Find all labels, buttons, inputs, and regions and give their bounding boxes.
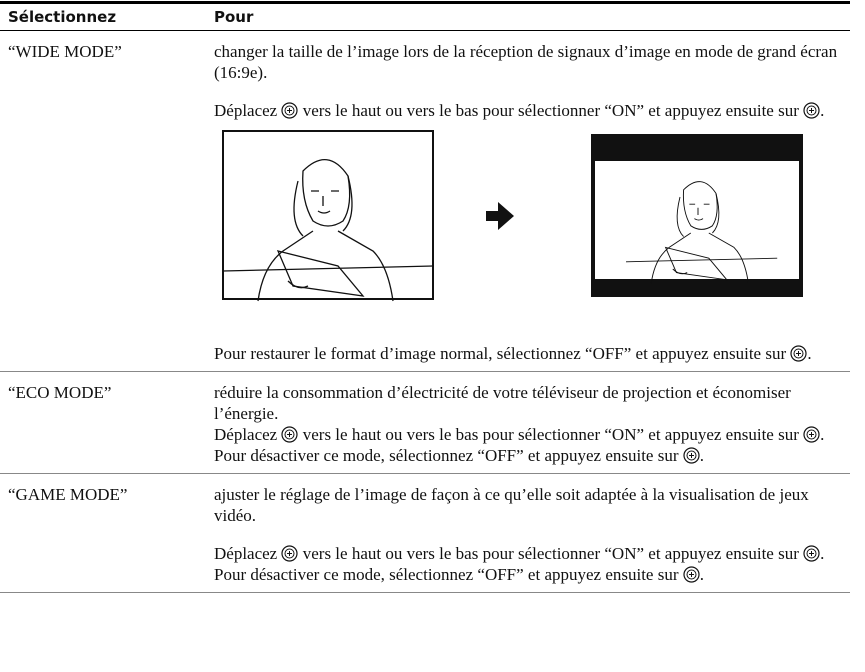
joystick-icon [281, 426, 299, 443]
table-row: “ECO MODE” réduire la consommation d’élec… [0, 372, 850, 474]
description-cell: ajuster le réglage de l’image de façon à… [214, 484, 850, 585]
text: Pour restaurer le format d’image normal,… [214, 344, 791, 363]
text: Déplacez [214, 101, 282, 120]
select-cell: “WIDE MODE” [8, 42, 122, 61]
text: vers le haut ou vers le bas pour sélecti… [298, 425, 804, 444]
paragraph: Déplacez vers le haut ou vers le bas pou… [214, 424, 846, 445]
joystick-icon [281, 102, 299, 119]
paragraph-group: réduire la consommation d’électricité de… [214, 382, 846, 466]
paragraph: réduire la consommation d’électricité de… [214, 382, 846, 424]
joystick-icon [683, 447, 700, 464]
table-row: “GAME MODE” ajuster le réglage de l’image… [0, 474, 850, 593]
text: vers le haut ou vers le bas pour sélecti… [298, 101, 804, 120]
paragraph-group: changer la taille de l’image lors de la … [214, 41, 846, 83]
paragraph: changer la taille de l’image lors de la … [214, 41, 846, 83]
paragraph: Pour désactiver ce mode, sélectionnez “O… [214, 564, 846, 585]
text: . [699, 446, 705, 465]
text: vers le haut ou vers le bas pour sélecti… [298, 544, 804, 563]
joystick-icon [803, 426, 820, 443]
header-cell: Sélectionnez [8, 7, 117, 26]
joystick-icon [803, 102, 820, 119]
text: Déplacez [214, 425, 282, 444]
paragraph: Pour désactiver ce mode, sélectionnez “O… [214, 445, 846, 466]
text: . [820, 101, 825, 120]
paragraph: Pour restaurer le format d’image normal,… [214, 343, 846, 364]
joystick-icon [803, 545, 820, 562]
text: . [699, 565, 705, 584]
description-cell: réduire la consommation d’électricité de… [214, 382, 850, 466]
illustration-svg [222, 130, 803, 302]
table-body: “WIDE MODE” changer la taille de l’image … [0, 31, 850, 593]
text: . [820, 544, 825, 563]
joystick-icon [281, 545, 299, 562]
table-row: “WIDE MODE” changer la taille de l’image … [0, 31, 850, 372]
joystick-icon [683, 566, 700, 583]
text: . [820, 425, 825, 444]
text: . [807, 344, 812, 363]
text: Pour désactiver ce mode, sélectionnez “O… [214, 565, 683, 584]
select-cell: “ECO MODE” [8, 383, 112, 402]
header-cell: Pour [214, 7, 254, 26]
paragraph-group: Pour restaurer le format d’image normal,… [214, 343, 846, 364]
text: changer la taille de l’image lors de la … [214, 42, 838, 82]
paragraph: Déplacez vers le haut ou vers le bas pou… [214, 543, 846, 564]
paragraph-group: ajuster le réglage de l’image de façon à… [214, 484, 846, 526]
paragraph-group: Déplacez vers le haut ou vers le bas pou… [214, 100, 846, 121]
description-cell: changer la taille de l’image lors de la … [214, 41, 850, 364]
paragraph-group: Déplacez vers le haut ou vers le bas pou… [214, 543, 846, 585]
text: Déplacez [214, 544, 282, 563]
select-cell: “GAME MODE” [8, 485, 128, 504]
text: ajuster le réglage de l’image de façon à… [214, 485, 809, 525]
document: Sélectionnez Pour “WIDE MODE” changer la … [0, 1, 850, 593]
joystick-icon [790, 345, 807, 362]
paragraph: Déplacez vers le haut ou vers le bas pou… [214, 100, 846, 121]
table-header: Sélectionnez Pour [0, 1, 850, 31]
illustration [214, 119, 846, 309]
paragraph: ajuster le réglage de l’image de façon à… [214, 484, 846, 526]
text: réduire la consommation d’électricité de… [214, 383, 791, 423]
text: Pour désactiver ce mode, sélectionnez “O… [214, 446, 683, 465]
